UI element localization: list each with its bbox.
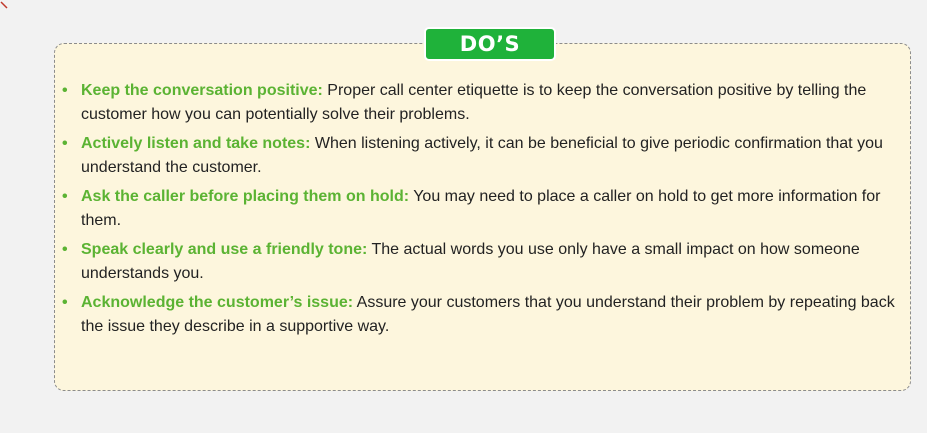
tip-item: • Speak clearly and use a friendly tone:… [60,238,906,286]
tip-title: Actively listen and take notes: [81,135,311,152]
tip-title: Speak clearly and use a friendly tone: [81,241,368,258]
tip-title: Keep the conversation positive: [81,82,323,99]
tip-text: Assure your customers that you understan… [81,294,895,335]
dos-title: DO’S [459,32,521,56]
tip-text: Proper call center etiquette is to keep … [81,82,867,123]
bullet-icon: • [62,135,68,152]
tips-list: • Keep the conversation positive: Proper… [60,79,906,344]
bullet-icon: • [62,188,68,205]
corner-decoration-icon [0,1,8,9]
tip-item: • Acknowledge the customer’s issue: Assu… [60,291,906,339]
dos-panel [54,43,911,391]
bullet-icon: • [62,241,68,258]
bullet-icon: • [62,294,68,311]
tip-text: You may need to place a caller on hold t… [81,188,881,229]
tip-title: Ask the caller before placing them on ho… [81,188,410,205]
bullet-icon: • [62,82,68,99]
tip-item: • Keep the conversation positive: Proper… [60,79,906,127]
tip-text: The actual words you use only have a sma… [81,241,860,282]
dos-title-badge: DO’S [424,27,556,61]
tip-title: Acknowledge the customer’s issue: [81,294,354,311]
tip-item: • Actively listen and take notes: When l… [60,132,906,180]
tip-item: • Ask the caller before placing them on … [60,185,906,233]
tip-text: When listening actively, it can be benef… [81,135,883,176]
